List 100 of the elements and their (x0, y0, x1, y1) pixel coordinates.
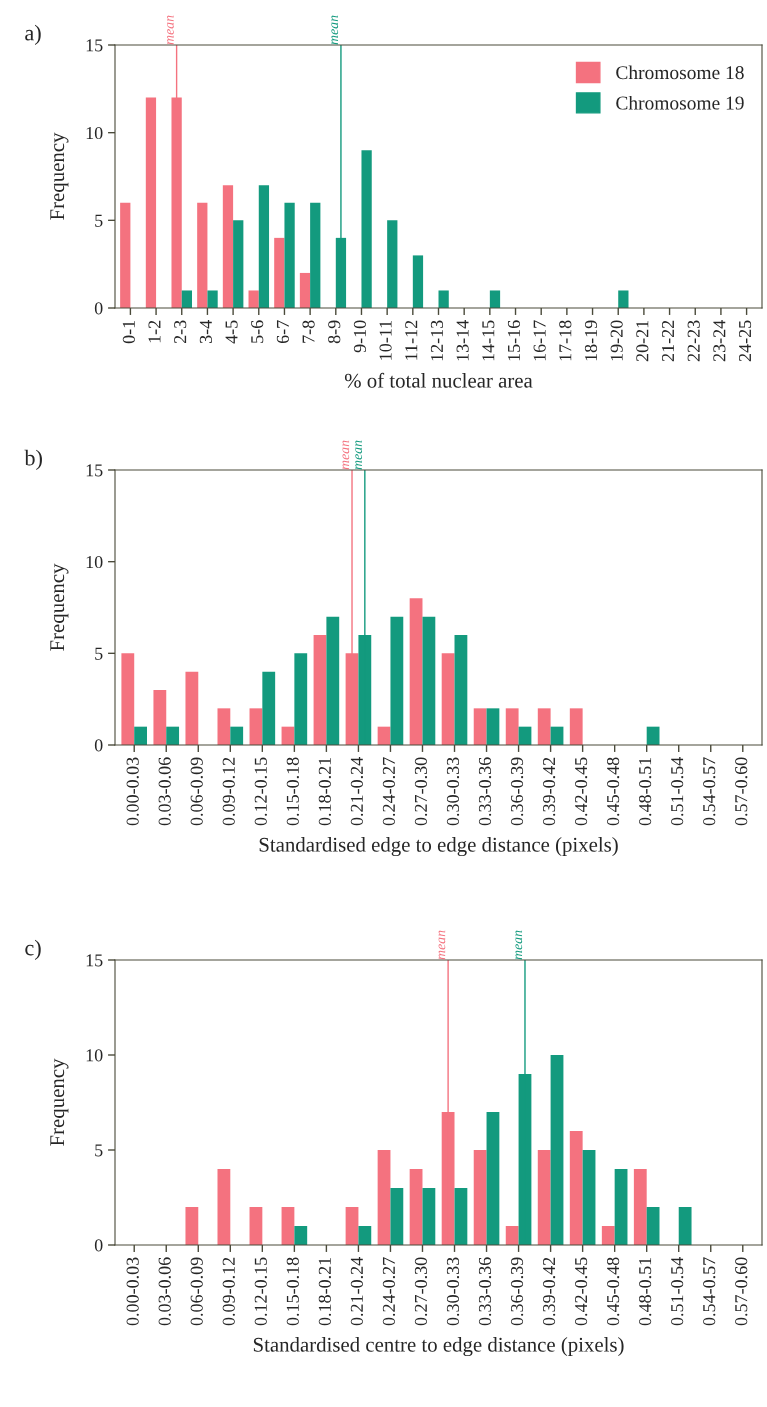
x-tick-label: 0.36-0.39 (510, 757, 524, 826)
ref-line-label: mean (515, 930, 523, 960)
ref-line-label: mean (438, 930, 446, 960)
x-tick-label: 2-3 (174, 320, 187, 344)
bar (249, 1207, 263, 1245)
bar (422, 1188, 436, 1245)
bar (233, 220, 244, 308)
bar (274, 237, 285, 308)
x-tick-label: 0.42-0.45 (574, 757, 588, 826)
bar (473, 1150, 487, 1245)
bar (326, 616, 340, 745)
x-tick-label: 0.21-0.24 (350, 1257, 364, 1326)
x-tick-label: 0.51-0.54 (671, 757, 684, 826)
y-tick-label: 15 (86, 464, 103, 477)
bar (569, 708, 583, 745)
x-tick-label: 0.12-0.15 (254, 757, 267, 826)
bar (505, 708, 519, 745)
x-tick-label: 0.45-0.48 (607, 1257, 620, 1326)
bar (248, 290, 259, 308)
x-tick-label: 0.54-0.57 (703, 757, 716, 826)
x-tick-label: 15-16 (507, 320, 521, 361)
bar (185, 1207, 199, 1245)
x-tick-label: 0.18-0.21 (318, 1257, 331, 1326)
bar (153, 690, 167, 745)
x-tick-label: 13-14 (456, 320, 469, 361)
x-axis-title: % of total nuclear area (344, 372, 533, 388)
y-tick-label: 10 (86, 126, 103, 140)
legend-label: Chromosome 19 (616, 95, 744, 110)
x-tick-label: 18-19 (584, 320, 598, 361)
bar (387, 220, 398, 308)
bar (550, 1055, 564, 1245)
bar (294, 1226, 308, 1245)
bar (230, 726, 244, 745)
y-tick-label: 0 (94, 302, 103, 315)
bar (284, 202, 295, 308)
bar (281, 1207, 295, 1245)
x-tick-label: 0.06-0.09 (190, 1257, 203, 1326)
y-axis-title: Frequency (50, 1058, 69, 1146)
bar (121, 653, 135, 745)
text: b) (24, 449, 42, 470)
bar (258, 185, 270, 308)
y-tick-label: 5 (95, 1144, 103, 1157)
bar (217, 708, 231, 745)
bar (207, 290, 218, 308)
bar (537, 708, 551, 745)
x-tick-label: 21-22 (661, 320, 674, 362)
x-tick-label: 0.12-0.15 (254, 1257, 267, 1326)
y-tick-label: 5 (95, 647, 103, 660)
bar (134, 726, 148, 745)
bar (181, 290, 193, 308)
bar (361, 150, 372, 308)
x-tick-label: 0.15-0.18 (286, 757, 299, 826)
y-tick-label: 10 (86, 555, 103, 569)
x-tick-label: 4-5 (225, 320, 238, 344)
bar (313, 635, 327, 745)
x-tick-label: 0.57-0.60 (735, 1257, 748, 1326)
x-tick-label: 23-24 (713, 320, 726, 362)
x-tick-label: 8-9 (328, 320, 341, 344)
x-tick-label: 0.30-0.33 (446, 757, 460, 826)
bar (197, 202, 208, 308)
bar (473, 708, 487, 745)
bar (390, 616, 404, 745)
bar (537, 1150, 551, 1245)
bar (454, 1188, 468, 1245)
x-tick-label: 0.33-0.36 (478, 757, 492, 826)
x-tick-label: 0.03-0.06 (158, 757, 171, 826)
x-tick-label: 0.51-0.54 (671, 1257, 684, 1326)
x-tick-label: 0-1 (122, 320, 135, 344)
bar (678, 1207, 692, 1245)
x-tick-label: 3-4 (199, 320, 212, 344)
ref-line-label: mean (167, 15, 174, 45)
bar (299, 272, 311, 308)
bar (217, 1169, 231, 1245)
x-tick-label: 0.33-0.36 (478, 1257, 492, 1326)
x-tick-label: 20-21 (636, 320, 649, 362)
bar (646, 1207, 660, 1245)
x-tick-label: 22-23 (687, 320, 700, 362)
y-tick-label: 0 (94, 739, 103, 752)
x-tick-label: 0.21-0.24 (350, 757, 364, 826)
legend-label: Chromosome 18 (616, 65, 744, 80)
bar (294, 653, 308, 745)
bar (390, 1188, 404, 1245)
ref-line-label: mean (331, 15, 339, 45)
y-tick-label: 5 (95, 214, 103, 227)
x-tick-label: 0.18-0.21 (318, 757, 331, 826)
x-tick-label: 0.39-0.42 (542, 757, 556, 826)
bar (358, 1226, 372, 1245)
x-axis-title: Standardised edge to edge distance (pixels) (259, 837, 618, 857)
bar (262, 671, 276, 745)
bar (120, 202, 131, 308)
x-axis-title: Standardised centre to edge distance (pixels) (253, 1337, 624, 1357)
bar (345, 1207, 359, 1245)
x-tick-label: 0.42-0.45 (574, 1257, 588, 1326)
x-tick-label: 0.09-0.12 (222, 1257, 235, 1326)
x-tick-label: 24-25 (738, 320, 752, 362)
x-tick-label: 0.45-0.48 (607, 757, 620, 826)
text: a) (25, 24, 41, 45)
bar (222, 185, 234, 308)
bar (505, 1226, 519, 1245)
bar (569, 1131, 583, 1245)
